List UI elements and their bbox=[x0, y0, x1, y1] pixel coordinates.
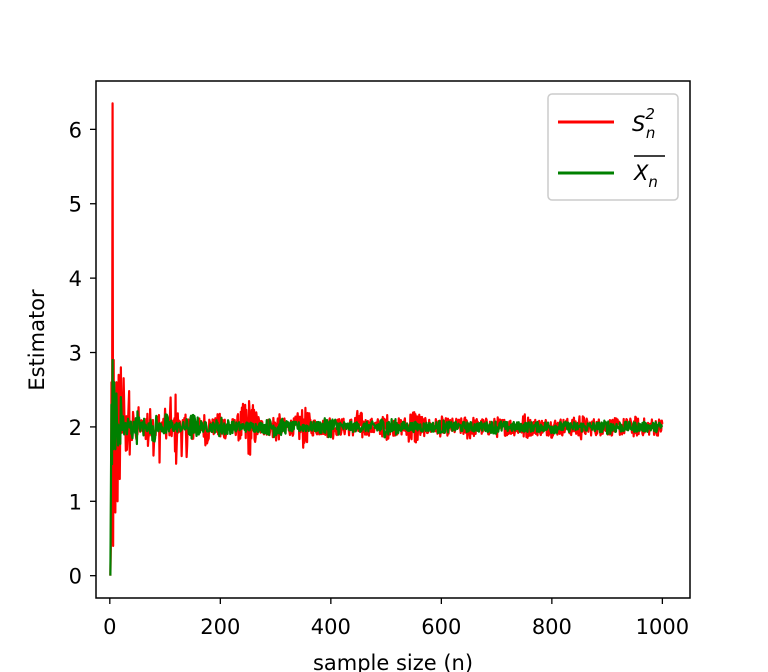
legend-label-xbar-base: X bbox=[633, 161, 649, 185]
legend-label-s2n-sup: 2 bbox=[645, 105, 655, 123]
x-tick-label: 600 bbox=[421, 615, 461, 639]
legend-label-s2n-sub: n bbox=[646, 124, 656, 142]
y-tick-label: 3 bbox=[69, 342, 82, 366]
x-axis-label: sample size (n) bbox=[313, 651, 473, 672]
legend-box bbox=[547, 93, 679, 201]
x-tick-label: 800 bbox=[532, 615, 572, 639]
legend-label-xbar-n: Xn bbox=[633, 161, 658, 191]
legend-label-s2n: S2 n bbox=[632, 105, 655, 142]
legend: S2 n Xn bbox=[547, 93, 679, 201]
x-tick-label: 400 bbox=[311, 615, 351, 639]
y-axis: 0 1 2 3 4 5 6 bbox=[69, 118, 96, 589]
plot-layer bbox=[109, 102, 664, 576]
y-tick-label: 5 bbox=[69, 193, 82, 217]
legend-label-s2n-base: S bbox=[632, 112, 645, 136]
x-tick-label: 0 bbox=[103, 615, 116, 639]
y-tick-label: 6 bbox=[69, 118, 82, 142]
x-axis: 0 200 400 600 800 1000 bbox=[103, 598, 689, 639]
legend-label-xbar-sub: n bbox=[648, 173, 658, 191]
plot-frame bbox=[95, 80, 691, 599]
y-tick-label: 4 bbox=[69, 267, 82, 291]
y-tick-label: 0 bbox=[69, 565, 82, 589]
y-tick-label: 1 bbox=[69, 490, 82, 514]
series-line-1 bbox=[109, 358, 664, 576]
x-tick-label: 1000 bbox=[636, 615, 689, 639]
x-tick-label: 200 bbox=[200, 615, 240, 639]
y-tick-label: 2 bbox=[69, 416, 82, 440]
y-axis-label: Estimator bbox=[25, 289, 49, 391]
